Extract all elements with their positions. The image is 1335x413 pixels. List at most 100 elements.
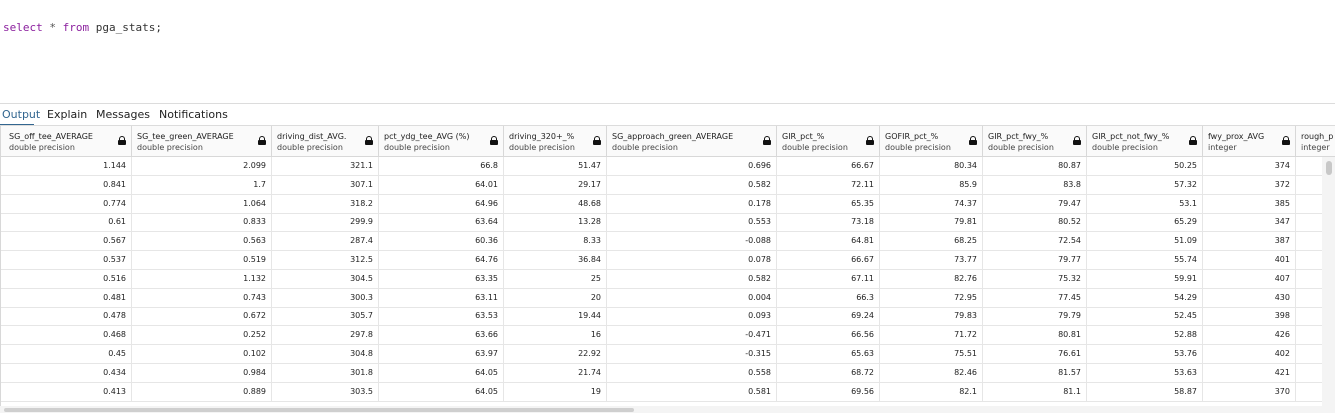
table-cell[interactable]: 25 [504, 269, 607, 289]
table-cell[interactable]: 81.1 [983, 382, 1087, 402]
table-cell[interactable]: 19.44 [504, 307, 607, 327]
table-cell[interactable]: 299.9 [272, 213, 379, 233]
table-cell[interactable]: 67.11 [777, 269, 880, 289]
table-cell[interactable]: 72.54 [983, 232, 1087, 252]
table-cell[interactable]: 0.102 [132, 345, 272, 364]
column-header[interactable]: GIR_pct_fwy_% double precision [983, 126, 1087, 156]
table-row[interactable]: 1.144 2.099 321.1 66.8 51.47 0.696 66.67 80.34 8… [0, 157, 1335, 176]
table-cell[interactable]: 73.18 [777, 213, 880, 233]
column-header[interactable]: fwy_prox_AVG integer [1203, 126, 1296, 156]
sql-query-text[interactable]: select * from pga_stats; [3, 21, 162, 34]
tab-messages[interactable]: Messages [96, 108, 150, 121]
table-cell[interactable]: 68.25 [880, 232, 983, 252]
table-cell[interactable]: 51.09 [1087, 232, 1203, 252]
table-cell[interactable]: 20 [504, 288, 607, 308]
table-cell[interactable]: 401 [1203, 251, 1296, 270]
table-cell[interactable]: 63.11 [379, 288, 504, 308]
editor-divider[interactable] [0, 103, 1335, 104]
table-cell[interactable]: 0.833 [132, 213, 272, 233]
table-cell[interactable]: 75.32 [983, 269, 1087, 289]
table-cell[interactable]: 0.45 [4, 345, 132, 364]
table-row[interactable]: 0.537 0.519 312.5 64.76 36.84 0.078 66.67 73.77… [0, 251, 1335, 270]
table-cell[interactable]: 73.77 [880, 251, 983, 270]
table-cell[interactable]: 52.45 [1087, 307, 1203, 327]
table-cell[interactable]: 0.582 [607, 175, 777, 195]
horizontal-scroll-thumb[interactable] [4, 408, 634, 412]
table-cell[interactable]: 69.56 [777, 382, 880, 402]
table-cell[interactable]: 57.32 [1087, 175, 1203, 195]
table-cell[interactable]: 321.1 [272, 157, 379, 176]
table-cell[interactable]: 0.774 [4, 194, 132, 214]
table-cell[interactable]: 0.696 [607, 157, 777, 176]
table-cell[interactable]: 76.61 [983, 345, 1087, 364]
table-cell[interactable]: 0.078 [607, 251, 777, 270]
column-header[interactable]: GOFIR_pct_% double precision [880, 126, 983, 156]
table-cell[interactable]: 0.478 [4, 307, 132, 327]
table-cell[interactable]: 0.582 [607, 269, 777, 289]
table-cell[interactable]: 387 [1203, 232, 1296, 252]
table-cell[interactable]: 16 [504, 326, 607, 346]
table-row[interactable]: 0.567 0.563 287.4 60.36 8.33 -0.088 64.81 68.25… [0, 232, 1335, 252]
table-cell[interactable]: 398 [1203, 307, 1296, 327]
table-cell[interactable]: 58.87 [1087, 382, 1203, 402]
vertical-scrollbar[interactable] [1322, 157, 1335, 413]
table-cell[interactable]: 0.889 [132, 382, 272, 402]
table-cell[interactable]: 65.63 [777, 345, 880, 364]
table-cell[interactable]: 64.05 [379, 382, 504, 402]
table-cell[interactable]: 48.68 [504, 194, 607, 214]
table-cell[interactable]: 80.52 [983, 213, 1087, 233]
table-cell[interactable]: 64.05 [379, 363, 504, 383]
table-cell[interactable]: 53.76 [1087, 345, 1203, 364]
table-cell[interactable]: -0.088 [607, 232, 777, 252]
tab-notifications[interactable]: Notifications [159, 108, 228, 121]
table-cell[interactable]: 0.558 [607, 363, 777, 383]
table-cell[interactable]: 66.3 [777, 288, 880, 308]
table-cell[interactable]: 36.84 [504, 251, 607, 270]
table-cell[interactable]: 0.481 [4, 288, 132, 308]
table-cell[interactable]: 64.96 [379, 194, 504, 214]
table-cell[interactable]: 53.63 [1087, 363, 1203, 383]
table-cell[interactable]: 66.67 [777, 157, 880, 176]
horizontal-scrollbar[interactable] [0, 406, 1335, 413]
column-header[interactable]: rough_p integer [1296, 126, 1335, 156]
table-cell[interactable]: 402 [1203, 345, 1296, 364]
table-cell[interactable]: 79.83 [880, 307, 983, 327]
column-header[interactable]: GIR_pct_not_fwy_% double precision [1087, 126, 1203, 156]
table-cell[interactable]: 372 [1203, 175, 1296, 195]
table-cell[interactable]: 0.581 [607, 382, 777, 402]
table-cell[interactable]: 0.567 [4, 232, 132, 252]
table-cell[interactable]: 63.35 [379, 269, 504, 289]
table-cell[interactable]: 301.8 [272, 363, 379, 383]
table-cell[interactable]: 407 [1203, 269, 1296, 289]
table-cell[interactable]: 0.984 [132, 363, 272, 383]
table-cell[interactable]: 29.17 [504, 175, 607, 195]
table-cell[interactable]: 0.841 [4, 175, 132, 195]
table-cell[interactable]: 55.74 [1087, 251, 1203, 270]
table-cell[interactable]: 370 [1203, 382, 1296, 402]
table-row[interactable]: 0.468 0.252 297.8 63.66 16 -0.471 66.56 71.72 80… [0, 326, 1335, 346]
table-row[interactable]: 0.413 0.889 303.5 64.05 19 0.581 69.56 82.1 81.1… [0, 382, 1335, 402]
table-cell[interactable]: 297.8 [272, 326, 379, 346]
table-cell[interactable]: 79.79 [983, 307, 1087, 327]
table-cell[interactable]: 0.413 [4, 382, 132, 402]
tab-output[interactable]: Output [2, 108, 41, 121]
table-cell[interactable]: 1.064 [132, 194, 272, 214]
table-cell[interactable]: 22.92 [504, 345, 607, 364]
table-cell[interactable]: 74.37 [880, 194, 983, 214]
table-cell[interactable]: 59.91 [1087, 269, 1203, 289]
table-cell[interactable]: 63.64 [379, 213, 504, 233]
table-cell[interactable]: 0.519 [132, 251, 272, 270]
table-cell[interactable]: 385 [1203, 194, 1296, 214]
table-row[interactable]: 0.481 0.743 300.3 63.11 20 0.004 66.3 72.95 77.4… [0, 288, 1335, 308]
table-row[interactable]: 0.61 0.833 299.9 63.64 13.28 0.553 73.18 79.81 8… [0, 213, 1335, 233]
table-cell[interactable]: 21.74 [504, 363, 607, 383]
column-header[interactable]: SG_tee_green_AVERAGE double precision [132, 126, 272, 156]
table-cell[interactable]: 80.87 [983, 157, 1087, 176]
table-cell[interactable]: 54.29 [1087, 288, 1203, 308]
table-cell[interactable]: 79.77 [983, 251, 1087, 270]
table-cell[interactable]: 287.4 [272, 232, 379, 252]
table-cell[interactable]: 8.33 [504, 232, 607, 252]
table-cell[interactable]: -0.315 [607, 345, 777, 364]
table-cell[interactable]: 51.47 [504, 157, 607, 176]
table-cell[interactable]: 82.76 [880, 269, 983, 289]
